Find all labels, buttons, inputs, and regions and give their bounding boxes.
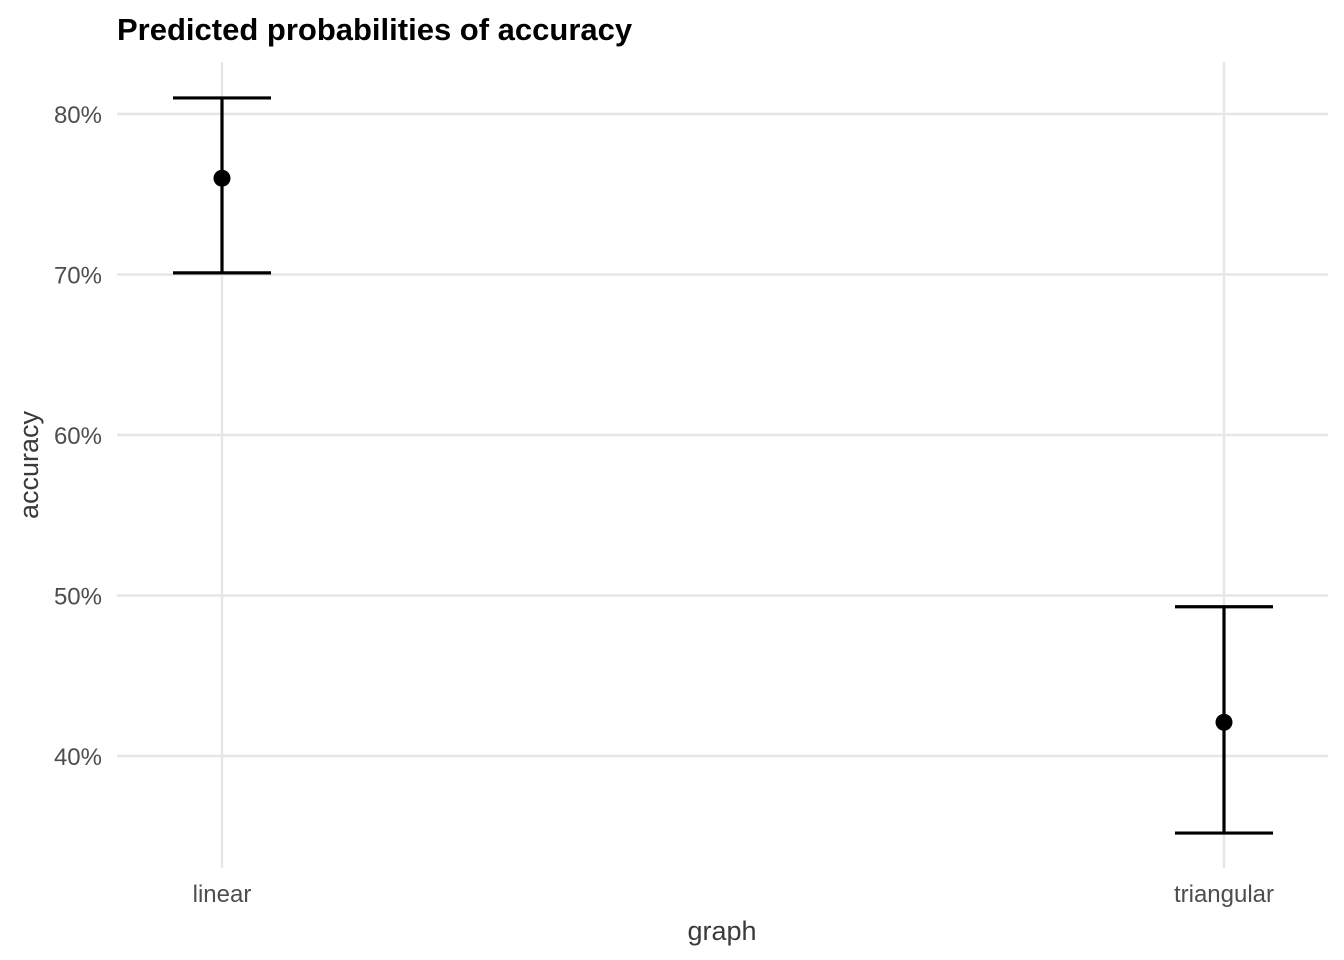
y-axis-ticks: 40% 50% 60% 70% 80% [54,102,102,771]
y-tick-label: 40% [54,744,102,771]
chart-title: Predicted probabilities of accuracy [117,12,633,47]
y-tick-label: 50% [54,584,102,611]
x-tick-label: linear [193,881,252,908]
x-axis-title: graph [687,916,756,946]
data-point-triangular [1215,713,1233,731]
mark-layer [173,96,1273,835]
y-tick-label: 70% [54,263,102,290]
grid-layer [117,62,1328,868]
y-tick-label: 80% [54,102,102,129]
y-axis-title: accuracy [14,410,44,519]
x-tick-label: triangular [1174,881,1274,908]
x-axis-ticks: linear triangular [193,881,1274,908]
y-tick-label: 60% [54,423,102,450]
data-point-linear [213,169,231,187]
